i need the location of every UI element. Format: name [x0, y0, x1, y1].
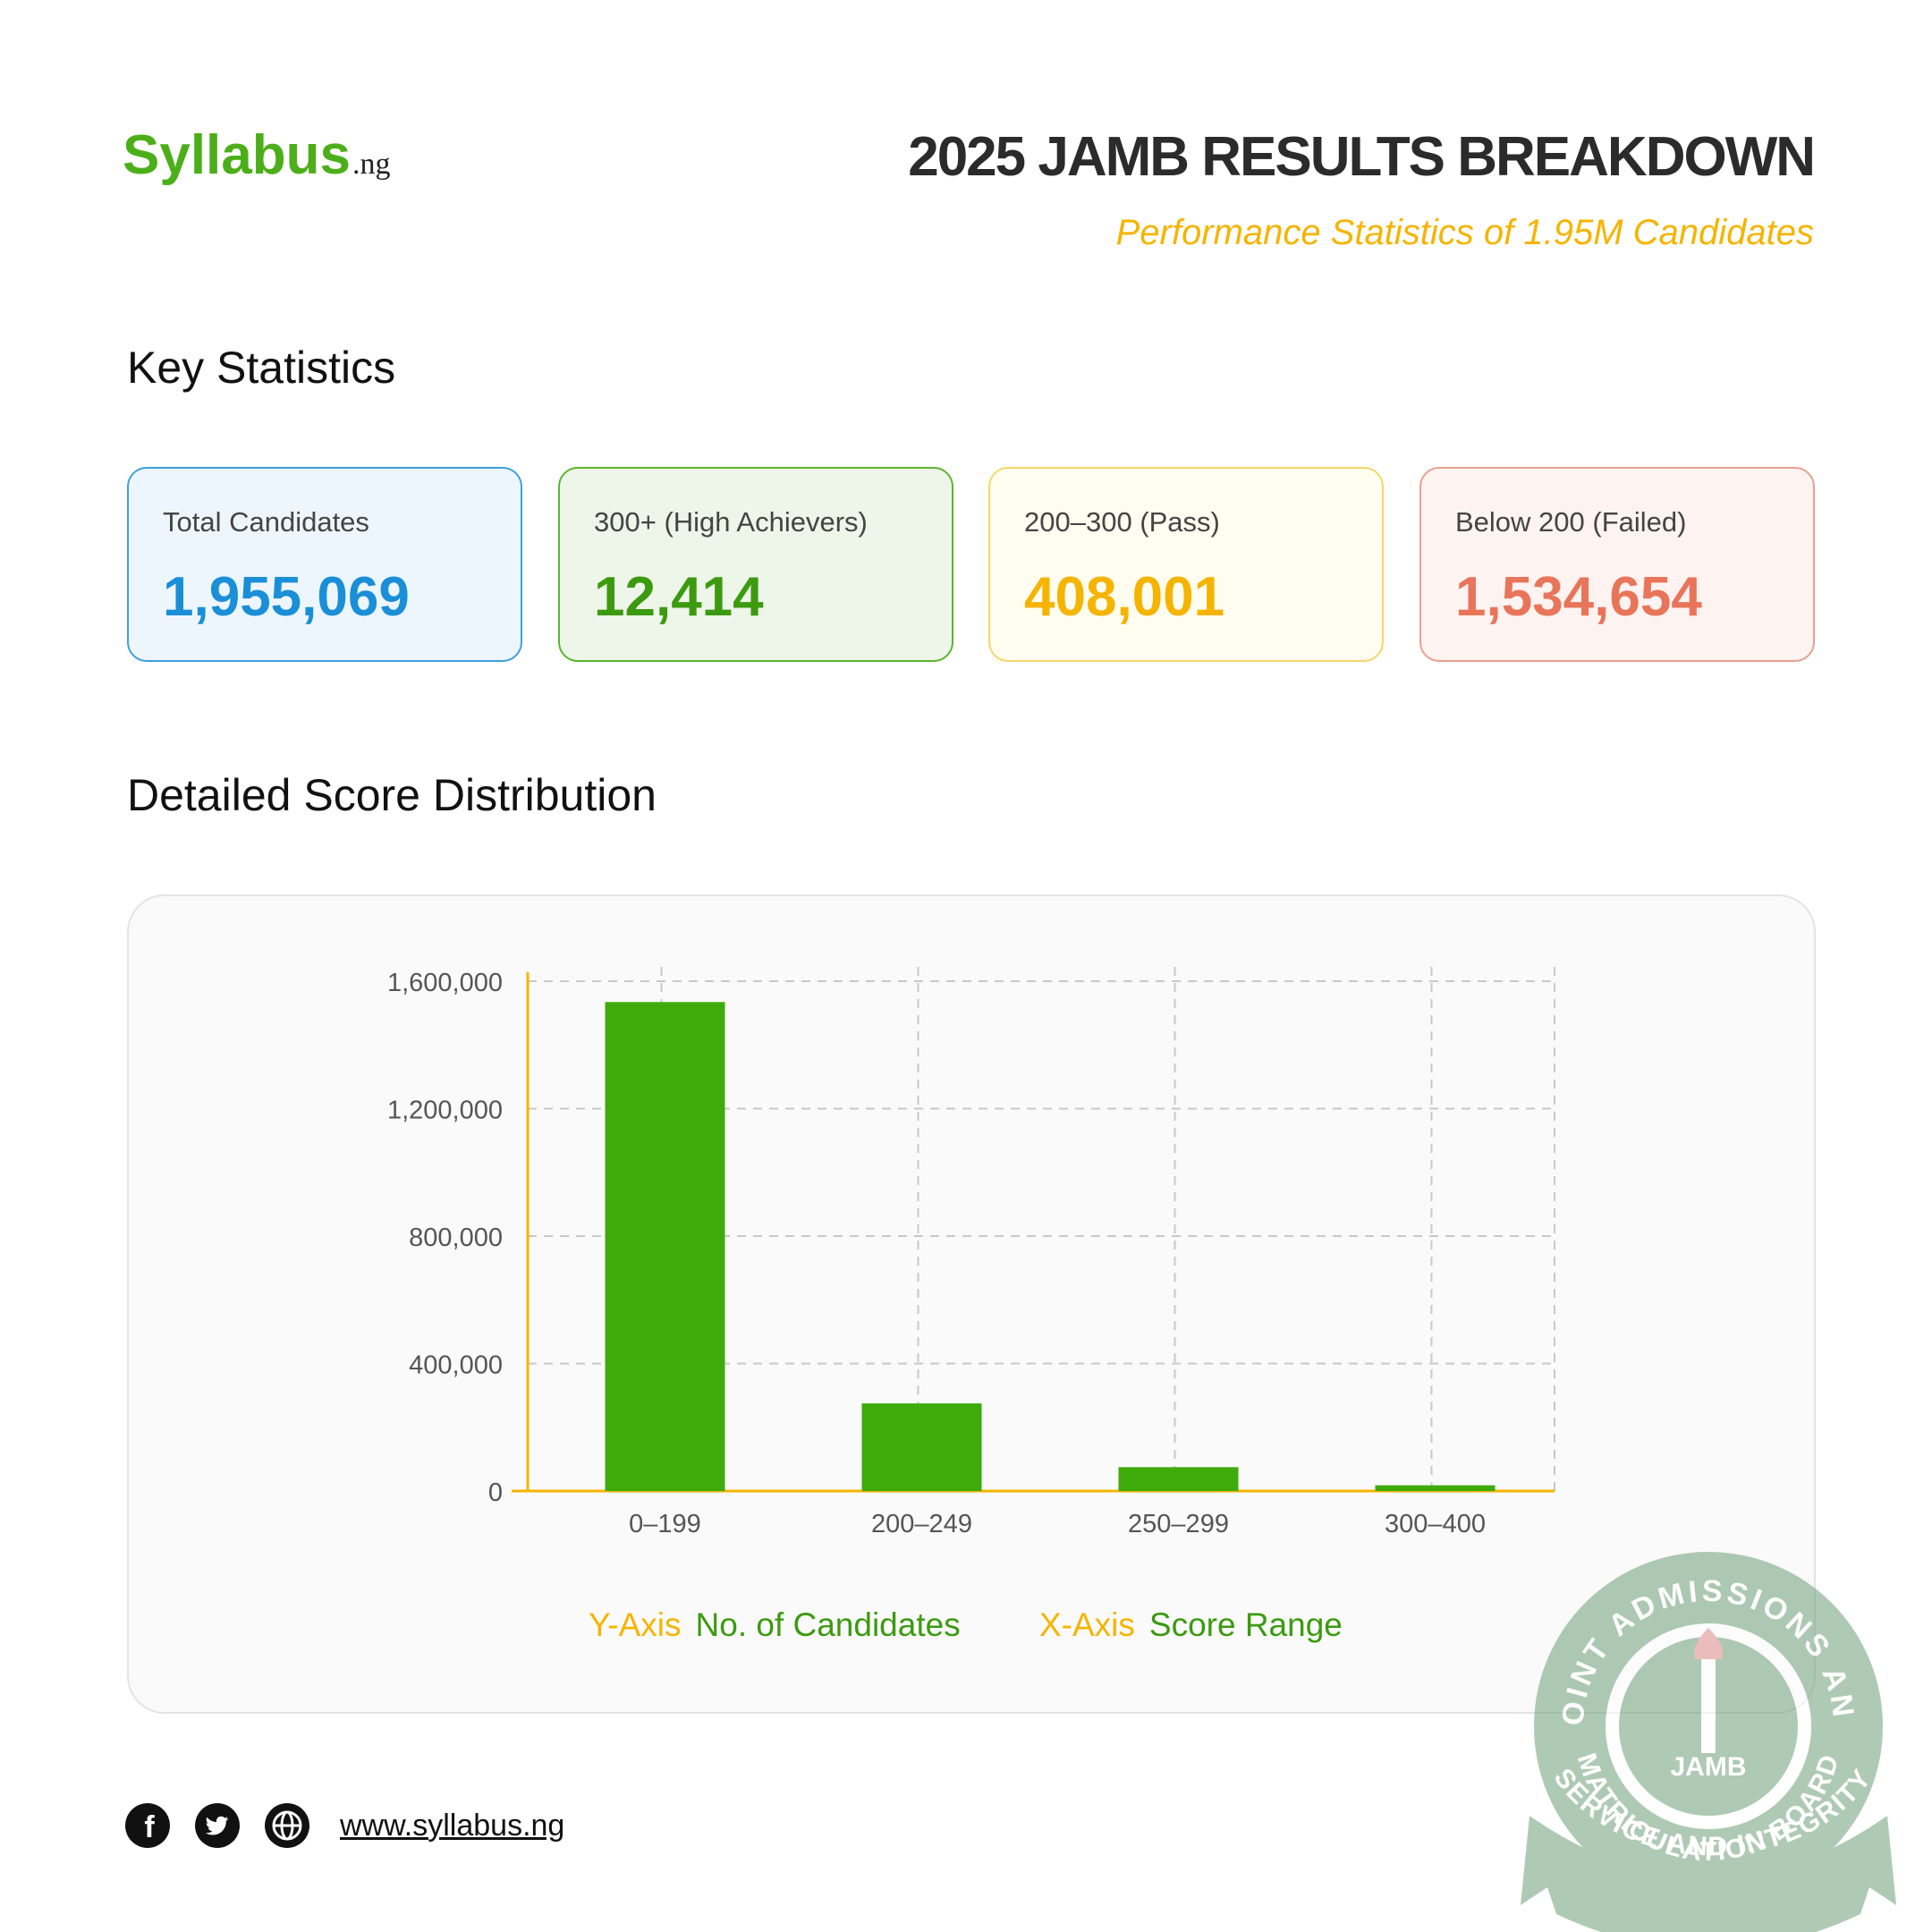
stat-label: Below 200 (Failed) [1455, 506, 1687, 538]
facebook-icon[interactable]: f [125, 1803, 170, 1848]
globe-icon[interactable] [265, 1803, 309, 1848]
stat-value: 1,534,654 [1455, 566, 1702, 628]
page-subtitle: Performance Statistics of 1.95M Candidat… [1115, 213, 1814, 252]
stat-value: 408,001 [1024, 566, 1225, 628]
stat-card-failed: Below 200 (Failed) 1,534,654 [1419, 467, 1815, 662]
stat-card-total: Total Candidates 1,955,069 [127, 467, 522, 662]
stat-card-high-achievers: 300+ (High Achievers) 12,414 [558, 467, 953, 662]
logo-wordmark: Syllabus [123, 124, 351, 186]
page-title: 2025 JAMB RESULTS BREAKDOWN [908, 126, 1816, 188]
brand-logo: Syllabus .ng [123, 123, 391, 195]
legend-y-key: Y-Axis [589, 1606, 682, 1643]
logo-tld: .ng [352, 148, 391, 181]
website-link[interactable]: www.syllabus.ng [340, 1808, 565, 1843]
legend-x-value: Score Range [1148, 1606, 1343, 1643]
legend-x-axis: X-Axis Score Range [1039, 1606, 1343, 1644]
stat-label: Total Candidates [163, 506, 369, 538]
seal-center-text: JAMB [1670, 1752, 1746, 1782]
legend-x-key: X-Axis [1039, 1606, 1135, 1643]
stat-label: 200–300 (Pass) [1024, 506, 1220, 538]
svg-text:f: f [144, 1810, 155, 1844]
stat-value: 1,955,069 [163, 566, 410, 628]
distribution-heading: Detailed Score Distribution [127, 770, 657, 820]
stat-value: 12,414 [594, 566, 764, 628]
stat-label: 300+ (High Achievers) [594, 506, 868, 538]
key-statistics-heading: Key Statistics [127, 343, 396, 393]
footer: f www.syllabus.ng [125, 1803, 564, 1848]
chart-panel [127, 894, 1816, 1714]
twitter-icon[interactable] [195, 1803, 240, 1848]
legend-y-axis: Y-Axis No. of Candidates [589, 1606, 961, 1644]
legend-y-value: No. of Candidates [695, 1606, 961, 1643]
stat-card-pass: 200–300 (Pass) 408,001 [988, 467, 1384, 662]
jamb-seal: JOINT ADMISSIONS AND MATRICULATION BOARD… [1503, 1521, 1896, 1932]
